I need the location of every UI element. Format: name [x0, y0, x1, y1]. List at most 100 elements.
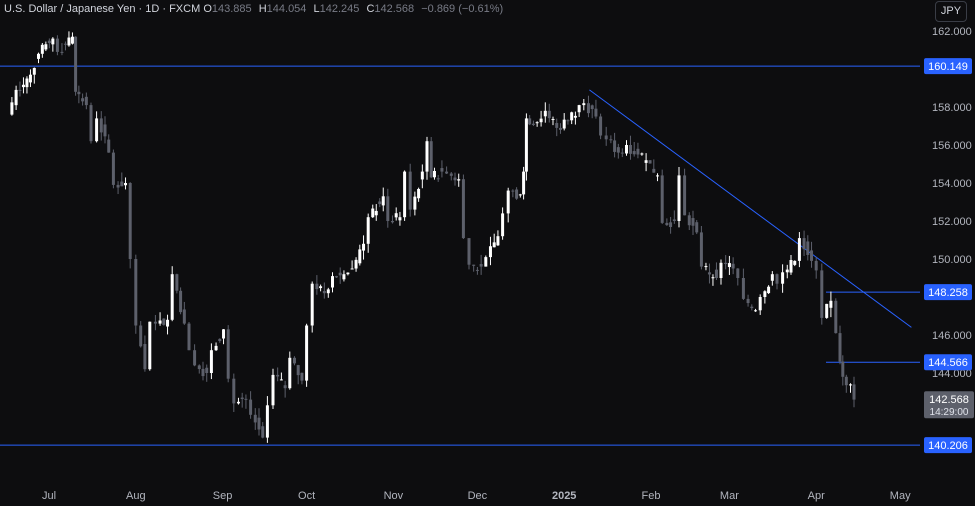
candle-body	[838, 333, 842, 362]
candle-body	[665, 222, 669, 226]
candle-body	[346, 272, 350, 275]
open-value: 143.885	[211, 3, 252, 15]
symbol-title[interactable]: U.S. Dollar / Japanese Yen · 1D · FXCM	[4, 3, 201, 15]
time-axis[interactable]: Jul Aug Sep Oct Nov Dec 2025 Feb Mar Apr May	[42, 490, 911, 502]
candle-body	[193, 350, 197, 366]
candle-body	[656, 175, 660, 177]
candle-body	[616, 147, 620, 153]
candle-body	[322, 290, 326, 294]
candle-body	[472, 264, 476, 266]
candle-body	[218, 338, 222, 342]
candle-body	[770, 274, 774, 281]
candle-body	[691, 218, 695, 226]
candle-body	[834, 300, 838, 334]
level-price-tag-bg	[924, 354, 972, 371]
candle-body	[116, 184, 120, 188]
candle-body	[806, 241, 810, 255]
candle-body	[763, 291, 767, 297]
candle-body	[586, 103, 590, 114]
candle-body	[551, 118, 555, 120]
candle-body	[214, 345, 218, 351]
candle-body	[124, 183, 128, 186]
price-tick-label: 146.000	[932, 330, 972, 342]
trend-line-group	[589, 89, 912, 328]
candle-body	[37, 53, 40, 59]
price-tick-label: 158.000	[932, 102, 972, 114]
candlesticks	[10, 31, 856, 443]
candle-body	[707, 272, 711, 275]
candle-body	[338, 272, 342, 276]
time-tick-label: Mar	[720, 490, 739, 502]
candle-body	[14, 89, 18, 106]
candle-body	[531, 123, 535, 125]
candle-body	[429, 141, 433, 178]
candle-body	[222, 329, 226, 339]
candle-body	[781, 272, 785, 284]
candle-body	[120, 181, 124, 187]
candle-body	[609, 139, 613, 141]
candle-body	[613, 140, 617, 152]
time-tick-label: Jul	[42, 490, 56, 502]
candle-body	[10, 102, 14, 115]
candle-body	[496, 236, 500, 246]
candle-body	[719, 262, 723, 278]
candle-body	[300, 372, 304, 381]
candle-body	[467, 238, 471, 265]
candle-body	[425, 141, 429, 172]
candle-body	[315, 283, 319, 290]
level-price-tag: 140.206	[928, 440, 968, 452]
candle-body	[310, 283, 314, 326]
candle-body	[625, 145, 628, 154]
candle-body	[436, 178, 440, 180]
candle-body	[704, 266, 708, 268]
candle-body	[558, 127, 562, 130]
candle-body	[350, 268, 354, 270]
candle-body	[244, 398, 248, 400]
candle-body	[288, 357, 292, 389]
candle-body	[70, 36, 74, 44]
candle-body	[319, 286, 323, 289]
candle-body	[63, 43, 67, 45]
time-tick-label: Nov	[384, 490, 404, 502]
candle-body	[802, 238, 806, 250]
candle-body	[479, 264, 483, 267]
currency-button[interactable]: JPY	[935, 1, 967, 22]
candle-body	[283, 385, 287, 389]
candle-body	[187, 323, 191, 351]
candle-body	[44, 44, 48, 50]
candle-body	[453, 177, 457, 181]
candle-body	[107, 139, 111, 153]
candle-body	[640, 153, 644, 155]
price-tags: 160.149 148.258 144.566 140.206 142.56814:29…	[924, 58, 974, 454]
candle-body	[413, 196, 417, 210]
price-tick-label: 154.000	[932, 178, 972, 190]
candle-body	[440, 168, 444, 172]
candle-body	[271, 374, 275, 406]
candle-body	[381, 196, 385, 206]
candle-body	[570, 112, 574, 121]
candle-body	[55, 38, 59, 52]
candle-body	[128, 183, 132, 259]
candle-body	[604, 135, 608, 140]
level-price-tag-bg	[924, 284, 972, 301]
candle-body	[166, 319, 170, 327]
candle-body	[814, 260, 818, 271]
candle-body	[511, 190, 515, 192]
candle-body	[51, 38, 55, 45]
candle-body	[296, 365, 300, 376]
candle-body	[371, 208, 375, 218]
price-tick-label: 152.000	[932, 216, 972, 228]
candle-body	[205, 367, 209, 373]
candle-body	[99, 118, 103, 133]
candle-body	[582, 103, 586, 106]
chart-legend: U.S. Dollar / Japanese Yen · 1D · FXCM O…	[4, 3, 503, 15]
candle-body	[386, 196, 390, 221]
candle-body	[77, 91, 81, 95]
price-axis[interactable]: 162.000 158.000 156.000 154.000 152.000 150.0…	[932, 26, 972, 380]
candle-body	[501, 213, 505, 237]
candle-body	[89, 105, 93, 142]
candle-body	[334, 276, 338, 278]
candle-body	[644, 160, 648, 163]
candle-body	[403, 171, 407, 218]
